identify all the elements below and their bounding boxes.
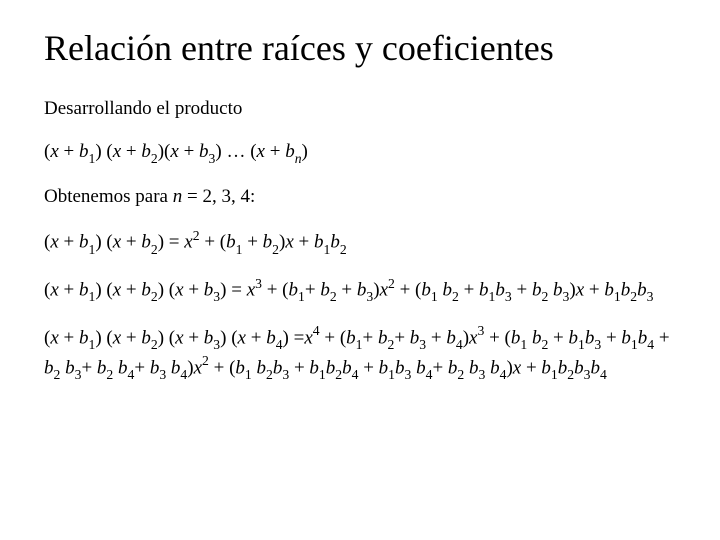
paragraph-obtenemos: Obtenemos para n = 2, 3, 4:	[44, 185, 676, 210]
paragraph-n3: (x + b1) (x + b2) (x + b3) = x3 + (b1+ b…	[44, 275, 676, 305]
paragraph-n4: (x + b1) (x + b2) (x + b3) (x + b4) =x4 …	[44, 323, 676, 383]
paragraph-n2: (x + b1) (x + b2) = x2 + (b1 + b2)x + b1…	[44, 227, 676, 257]
slide: Relación entre raíces y coeficientes Des…	[0, 0, 720, 540]
paragraph-intro: Desarrollando el producto	[44, 97, 676, 122]
slide-title: Relación entre raíces y coeficientes	[44, 28, 676, 69]
paragraph-product-general: (x + b1) (x + b2)(x + b3) … (x + bn)	[44, 140, 676, 167]
